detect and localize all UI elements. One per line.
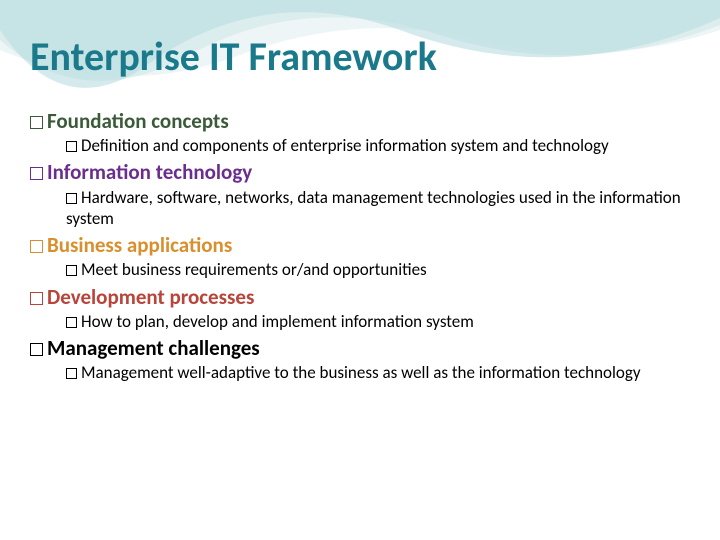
sub-information-tech: Hardware, software, networks, data manag…	[66, 187, 690, 230]
section-foundation: Foundation concepts Definition and compo…	[30, 109, 690, 156]
bullet-icon	[30, 343, 43, 356]
sub-mgmt-challenges: Management well-adaptive to the business…	[66, 362, 690, 383]
section-business-apps: Business applications Meet business requ…	[30, 233, 690, 280]
sub-text: Hardware, software, networks, data manag…	[66, 187, 681, 229]
section-information-tech: Information technology Hardware, softwar…	[30, 160, 690, 229]
slide-title: Enterprise IT Framework	[30, 32, 690, 81]
sub-text: Meet business requirements or/and opport…	[81, 259, 427, 280]
heading-text: Management challenges	[47, 335, 260, 361]
heading-foundation: Foundation concepts	[30, 109, 690, 134]
bullet-icon	[66, 193, 77, 204]
heading-mgmt-challenges: Management challenges	[30, 336, 690, 361]
bullet-icon	[66, 368, 77, 379]
heading-text: Business applications	[47, 232, 232, 258]
bullet-icon	[30, 240, 43, 253]
sub-text: Management well-adaptive to the business…	[81, 362, 641, 383]
heading-text: Information technology	[47, 159, 252, 185]
heading-information-tech: Information technology	[30, 160, 690, 185]
sub-dev-processes: How to plan, develop and implement infor…	[66, 311, 690, 332]
bullet-icon	[30, 167, 43, 180]
heading-dev-processes: Development processes	[30, 285, 690, 310]
sub-business-apps: Meet business requirements or/and opport…	[66, 259, 690, 280]
slide-content: Enterprise IT Framework Foundation conce…	[0, 0, 720, 407]
sub-text: How to plan, develop and implement infor…	[81, 311, 474, 332]
bullet-icon	[66, 265, 77, 276]
bullet-icon	[30, 292, 43, 305]
bullet-icon	[30, 116, 43, 129]
sub-foundation: Definition and components of enterprise …	[66, 135, 690, 156]
heading-text: Development processes	[47, 284, 254, 310]
bullet-icon	[66, 141, 77, 152]
section-mgmt-challenges: Management challenges Management well-ad…	[30, 336, 690, 383]
sub-text: Definition and components of enterprise …	[81, 135, 609, 156]
bullet-icon	[66, 317, 77, 328]
heading-text: Foundation concepts	[47, 108, 229, 134]
heading-business-apps: Business applications	[30, 233, 690, 258]
section-dev-processes: Development processes How to plan, devel…	[30, 285, 690, 332]
